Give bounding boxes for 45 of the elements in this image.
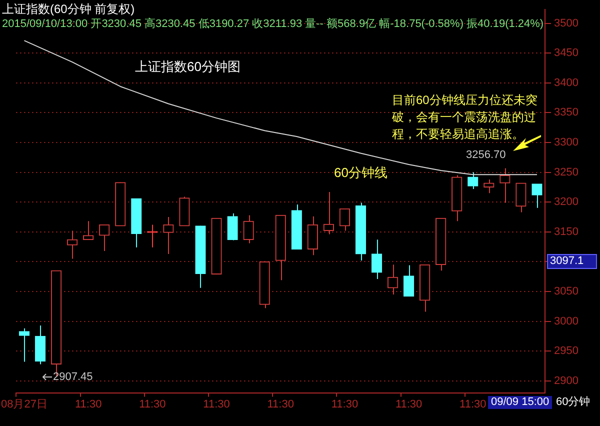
x-tick-label: 11:30 xyxy=(74,398,102,410)
series-label: 60分钟线 xyxy=(334,165,388,180)
text: 2015/09/10/13:00 开3230.45 高3230.45 低3190.27 收3211.93 量-- 额568.9亿 幅-18.75(-0.58%) 振40.19(1.24%) xyxy=(2,16,544,31)
x-tick-label: 08月27日 xyxy=(0,398,48,410)
annotation: 2907.45 xyxy=(53,371,93,384)
candlestick xyxy=(307,216,318,256)
x-tick-label: 11:30 xyxy=(203,398,230,410)
candlestick xyxy=(227,212,238,241)
y-tick-label: 3350 xyxy=(554,106,578,119)
y-tick-label: 3200 xyxy=(554,196,578,208)
candlestick xyxy=(163,216,174,254)
y-tick-label: 3450 xyxy=(554,47,578,60)
x-tick-label: 11:30 xyxy=(139,398,166,410)
x-tick-label: 11:30 xyxy=(331,398,358,410)
candlestick xyxy=(371,239,382,280)
candlestick xyxy=(403,264,414,297)
text: 09/09 15:00 xyxy=(488,396,552,409)
candlestick xyxy=(484,178,494,194)
x-tick-label: 11:30 xyxy=(267,398,294,410)
annotation: 3256.70 xyxy=(466,149,506,162)
y-tick-label: 3000 xyxy=(554,315,578,328)
candlestick xyxy=(83,220,94,240)
text: 60分钟 xyxy=(556,396,590,409)
y-tick-label: 3150 xyxy=(554,226,578,238)
x-tick-label: 11:30 xyxy=(460,398,486,410)
candlestick xyxy=(34,324,46,365)
y-tick-label: 3400 xyxy=(554,76,578,89)
y-tick-label: 3050 xyxy=(554,286,578,298)
y-tick-label: 3500 xyxy=(554,17,578,30)
candlestick xyxy=(147,224,158,248)
candlestick xyxy=(66,230,78,260)
y-tick-label: 2950 xyxy=(554,345,578,358)
candlestick xyxy=(339,208,350,232)
candlestick xyxy=(516,182,526,213)
candlestick xyxy=(18,328,30,362)
text: 3097.1 xyxy=(547,254,597,269)
y-tick-label: 3300 xyxy=(554,136,578,149)
chart-title: 上证指数(60分钟 前复权) xyxy=(2,1,135,18)
annotation: 上证指数60分钟图 xyxy=(135,59,240,74)
x-tick-label: 11:30 xyxy=(395,398,422,410)
candlestick xyxy=(243,214,254,244)
y-tick-label: 3250 xyxy=(554,166,578,178)
annotation: 目前60分钟线压力位还未突破，会有一个震荡洗盘的过程，不要轻易追高追涨。 xyxy=(392,92,538,143)
y-tick-label: 2900 xyxy=(554,374,578,387)
candlestick xyxy=(323,191,334,235)
